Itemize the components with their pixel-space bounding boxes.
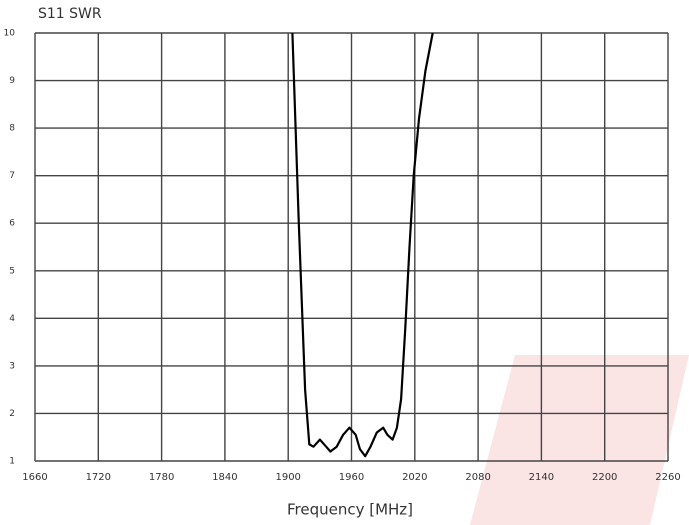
y-tick-label: 4 [9,314,15,324]
x-tick-label: 2080 [465,472,490,483]
y-tick-label: 7 [9,171,15,181]
x-tick-label: 2260 [655,472,680,483]
x-tick-label: 1720 [86,472,111,483]
watermark-shape [470,355,689,525]
x-axis-label: Frequency [MHz] [287,501,413,519]
y-tick-label: 6 [9,219,15,229]
y-tick-label: 1 [9,457,15,467]
x-tick-label: 1900 [275,472,300,483]
x-tick-label: 1660 [22,472,47,483]
x-tick-label: 1840 [212,472,237,483]
x-tick-label: 2020 [402,472,427,483]
y-tick-label: 8 [9,124,15,134]
y-tick-label: 9 [9,76,15,86]
y-tick-label: 3 [9,361,15,371]
x-tick-label: 1780 [149,472,174,483]
x-tick-label: 2200 [592,472,617,483]
swr-line [291,32,434,458]
y-tick-label: 2 [9,409,15,419]
x-tick-label: 2140 [529,472,554,483]
watermark [470,355,689,525]
y-tick-label: 5 [9,266,15,276]
y-tick-label: 10 [4,29,16,39]
chart-title: S11 SWR [38,6,102,22]
x-tick-label: 1960 [339,472,364,483]
